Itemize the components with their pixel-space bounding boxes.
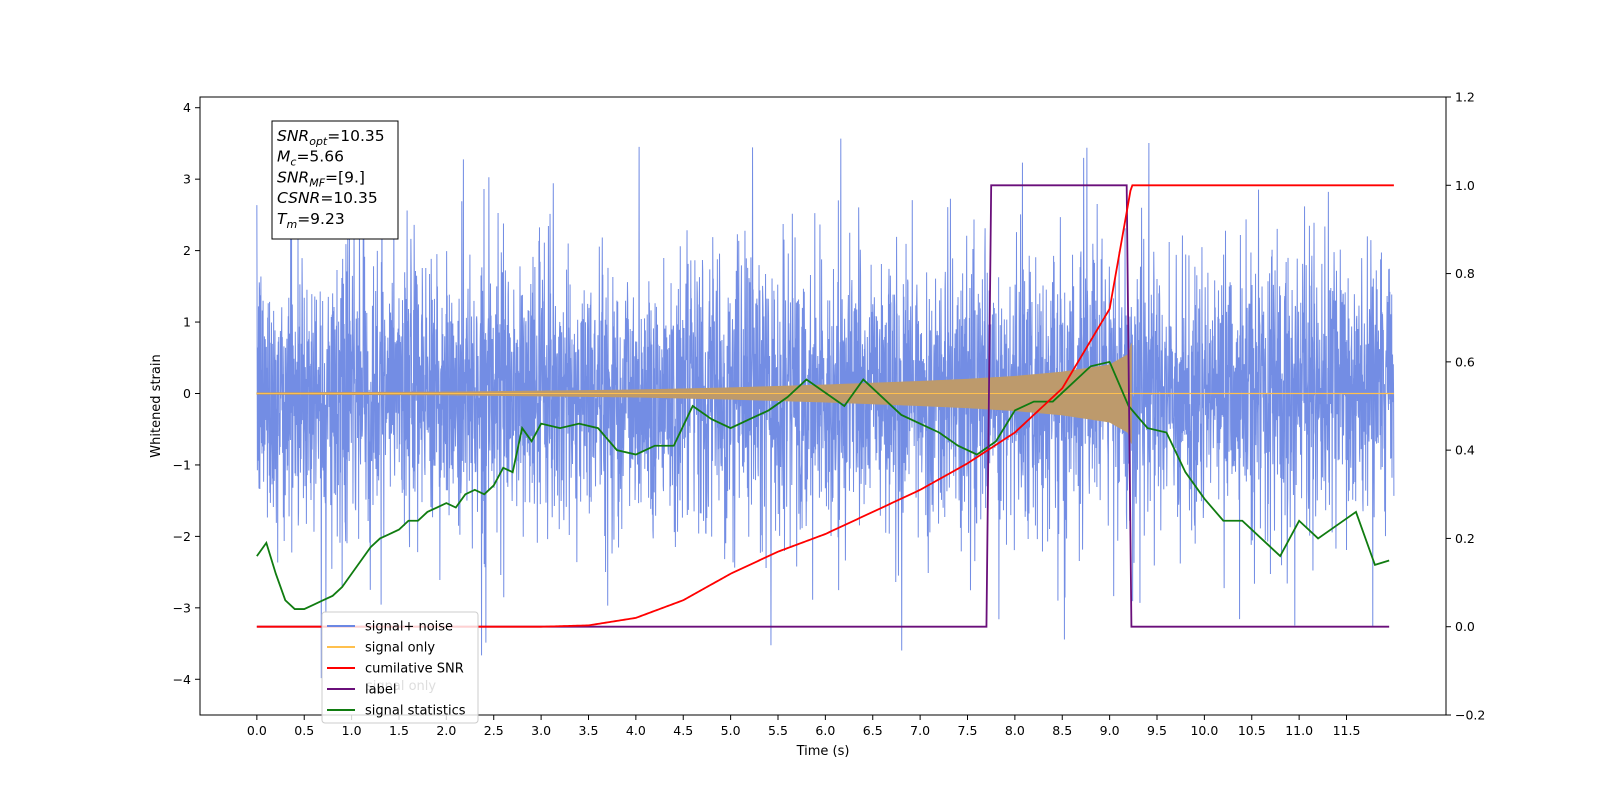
annotation-line: SNRopt=10.35: [277, 127, 385, 148]
legend-label: cumilative SNR: [365, 662, 464, 677]
x-tick-label: 3.5: [579, 723, 599, 738]
y-axis-left: 4 3 2 1 0 −1 −2 −3 −4: [173, 100, 200, 687]
x-tick-label: 2.0: [436, 723, 456, 738]
y-axis-right: 1.2 1.0 0.8 0.6 0.4 0.2 0.0 −0.2: [1446, 90, 1485, 723]
x-tick-label: 5.5: [768, 723, 788, 738]
signal-only-series: [256, 343, 1394, 444]
x-tick-label: 4.0: [626, 723, 646, 738]
y-right-tick-label: 0.2: [1455, 531, 1475, 546]
x-tick-label: 4.5: [673, 723, 693, 738]
x-tick-label: 8.0: [1005, 723, 1025, 738]
x-tick-label: 7.0: [910, 723, 930, 738]
legend-ghost-text: signal only: [366, 679, 436, 694]
x-tick-label: 1.5: [389, 723, 409, 738]
y-right-tick-label: 0.4: [1455, 443, 1475, 458]
legend-label: signal+ noise: [365, 620, 453, 635]
x-tick-label: 0.0: [247, 723, 267, 738]
signal-noise-series: [256, 138, 1395, 679]
legend-label: signal only: [365, 641, 435, 656]
y-left-tick-label: 0: [183, 386, 191, 401]
x-axis-label: Time (s): [796, 744, 850, 759]
legend: signal only signal+ noise signal only cumil…: [321, 611, 479, 724]
y-axis-label: Whitened strain: [149, 354, 164, 457]
x-tick-label: 1.0: [342, 723, 362, 738]
y-right-tick-label: 1.0: [1455, 178, 1475, 193]
y-left-tick-label: −2: [173, 529, 191, 544]
y-right-tick-label: 1.2: [1455, 90, 1475, 105]
x-tick-label: 2.5: [484, 723, 504, 738]
plot-frame: [199, 96, 1447, 716]
legend-box: [321, 611, 479, 724]
signal-noise-line: [256, 138, 1395, 679]
y-left-tick-label: 3: [183, 172, 191, 187]
x-tick-label: 9.5: [1147, 723, 1167, 738]
annotation-line: Tm=9.23: [277, 210, 345, 231]
x-tick-label: 11.5: [1333, 723, 1361, 738]
x-tick-label: 5.0: [721, 723, 741, 738]
x-tick-label: 11.0: [1285, 723, 1313, 738]
legend-label: label: [365, 683, 396, 698]
x-tick-label: 6.0: [815, 723, 835, 738]
x-tick-label: 6.5: [863, 723, 883, 738]
annotation-line: SNRMF=[9.]: [277, 168, 365, 189]
annotation-line: Mc=5.66: [277, 148, 344, 169]
annotation-line: CSNR=10.35: [277, 189, 378, 207]
y-left-tick-label: 1: [183, 315, 191, 330]
x-tick-label: 7.5: [958, 723, 978, 738]
x-tick-label: 8.5: [1052, 723, 1072, 738]
y-left-tick-label: −1: [173, 457, 191, 472]
y-right-tick-label: 0.8: [1455, 266, 1475, 281]
label-line: [256, 184, 1390, 628]
x-tick-label: 10.5: [1238, 723, 1266, 738]
y-left-tick-label: −4: [173, 672, 191, 687]
annotation-box: [271, 120, 399, 240]
y-right-tick-label: 0.0: [1455, 619, 1475, 634]
x-axis: 0.0 0.5 1.0 1.5 2.0 2.5 3.0 3.5 4.0 4.5 5.0 5.5 6.0 6…: [247, 715, 1361, 738]
y-right-tick-label: 0.6: [1455, 354, 1475, 369]
y-left-tick-label: 4: [183, 100, 191, 115]
y-right-tick-label: −0.2: [1455, 708, 1485, 723]
legend-label: signal statistics: [365, 704, 466, 719]
x-tick-label: 10.0: [1190, 723, 1218, 738]
y-left-tick-label: −3: [173, 600, 191, 615]
x-tick-label: 0.5: [294, 723, 314, 738]
y-left-tick-label: 2: [183, 243, 191, 258]
x-tick-label: 9.0: [1100, 723, 1120, 738]
x-tick-label: 3.0: [531, 723, 551, 738]
signal-statistics-line: [256, 360, 1390, 610]
